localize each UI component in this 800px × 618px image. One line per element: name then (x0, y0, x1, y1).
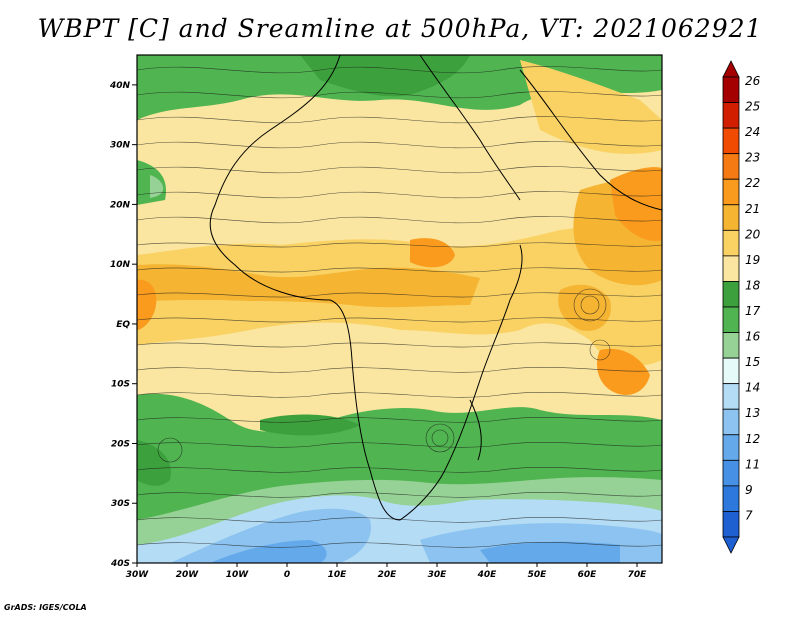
colorbar: 26 25 24 23 22 21 20 19 18 17 16 15 14 13 12 11 9 7 (722, 60, 761, 554)
lon-tick-label: 10E (328, 570, 348, 580)
colorbar-swatch (722, 485, 740, 512)
colorbar-swatch (722, 76, 740, 103)
lon-tick-label: 40E (477, 570, 498, 580)
lon-tick-label: 70E (628, 570, 648, 580)
colorbar-label: 25 (745, 100, 760, 114)
colorbar-swatch (722, 306, 740, 333)
colorbar-label: 20 (745, 227, 761, 241)
lon-tick-label: 30E (428, 570, 448, 580)
colorbar-label: 14 (745, 381, 760, 395)
colorbar-label: 9 (745, 483, 753, 497)
streamlines (137, 66, 662, 548)
lat-tick-label: 40S (110, 559, 130, 569)
colorbar-max-arrow (722, 60, 740, 78)
lon-tick-label: 10W (226, 570, 250, 580)
longitude-axis: 30W 20W 10W 0 10E 20E 30E 40E 50E 60E 70E (126, 563, 647, 580)
colorbar-min-arrow (722, 536, 740, 554)
colorbar-label: 21 (745, 202, 760, 216)
lat-tick-label: 20N (110, 200, 131, 210)
lon-tick-label: 30W (126, 570, 150, 580)
colorbar-label: 22 (745, 176, 760, 190)
colorbar-swatch (722, 459, 740, 487)
latitude-axis: 40N 30N 20N 10N EQ 10S 20S 30S 40S (109, 81, 137, 569)
lon-tick-label: 60E (578, 570, 598, 580)
colorbar-swatch (722, 178, 740, 206)
lat-tick-label: 10N (110, 260, 131, 270)
colorbar-swatch (722, 255, 740, 282)
lon-tick-label: 20E (378, 570, 398, 580)
colorbar-label: 18 (745, 278, 761, 292)
colorbar-label: 7 (745, 508, 753, 522)
lon-tick-label: 50E (528, 570, 548, 580)
lat-tick-label: 30N (110, 141, 131, 151)
coastlines (209, 55, 662, 521)
lon-tick-label: 20W (176, 570, 200, 580)
colorbar-label: 23 (745, 151, 760, 165)
lat-tick-label: 10S (111, 380, 130, 390)
lat-tick-label: EQ (116, 320, 130, 330)
colorbar-label: 19 (745, 253, 760, 267)
colorbar-label: 11 (745, 457, 760, 471)
lat-tick-label: 30S (111, 499, 130, 509)
colorbar-label: 26 (745, 74, 761, 88)
wbpt-field (137, 55, 662, 563)
colorbar-swatch (722, 102, 740, 129)
colorbar-swatch (722, 153, 740, 180)
colorbar-swatch (722, 357, 740, 385)
colorbar-label: 17 (745, 304, 761, 318)
colorbar-label: 15 (745, 355, 760, 369)
colorbar-label: 16 (745, 330, 761, 344)
colorbar-swatch (722, 383, 740, 410)
colorbar-swatch (722, 281, 740, 308)
colorbar-swatch (722, 332, 740, 359)
colorbar-label: 12 (745, 432, 760, 446)
colorbar-swatch (722, 434, 740, 461)
colorbar-swatch (722, 408, 740, 436)
colorbar-swatch (722, 127, 740, 155)
lat-tick-label: 40N (109, 81, 131, 91)
colorbar-label: 13 (745, 406, 760, 420)
lon-tick-label: 0 (284, 570, 290, 580)
colorbar-label: 24 (745, 125, 760, 139)
colorbar-swatch (722, 204, 740, 231)
grads-credit: GrADS: IGES/COLA (4, 603, 87, 612)
colorbar-swatch (722, 511, 740, 538)
colorbar-swatch (722, 229, 740, 257)
lat-tick-label: 20S (111, 439, 130, 449)
map-title: WBPT [C] and Sreamline at 500hPa, VT: 20… (37, 14, 763, 43)
